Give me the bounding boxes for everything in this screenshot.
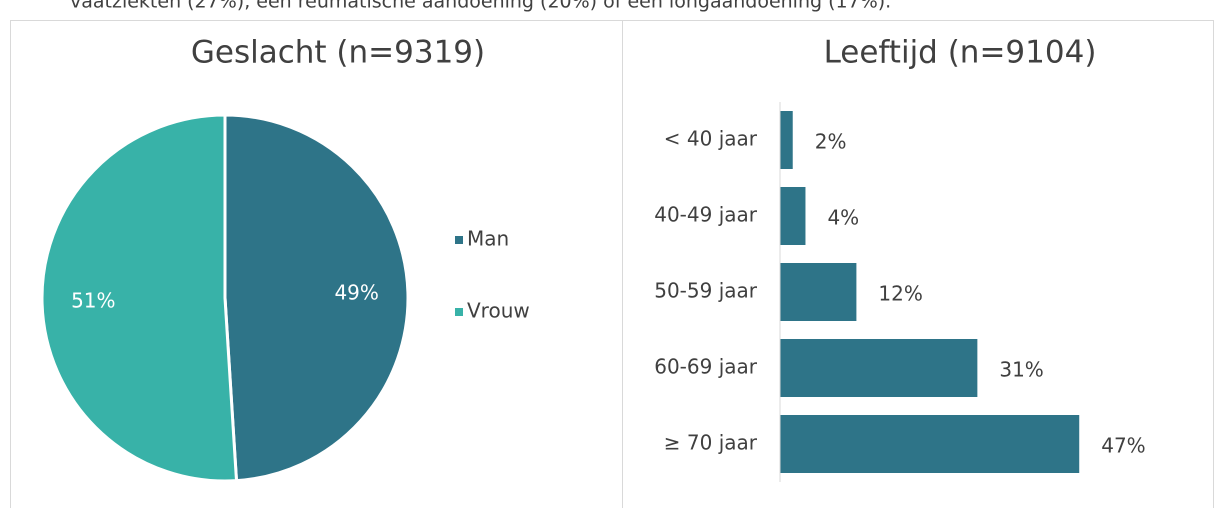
data-label: 47% [1101, 434, 1145, 458]
y-tick-label: 40-49 jaar [654, 203, 758, 227]
data-label: 31% [999, 358, 1043, 382]
data-label: 4% [827, 206, 859, 230]
intro-text: vaatziekten (27%), een reumatische aando… [70, 0, 891, 13]
data-label: 12% [878, 282, 922, 306]
data-label: 2% [815, 130, 847, 154]
data-label: 51% [71, 289, 115, 313]
bar [780, 415, 1080, 473]
legend-label: Vrouw [467, 299, 530, 323]
right-panel [622, 20, 1214, 508]
pie-slice [40, 113, 239, 483]
bar [780, 111, 793, 169]
legend-swatch [455, 308, 463, 316]
bar [780, 187, 806, 245]
chart-title: Leeftijd (n=9104) [824, 35, 1097, 71]
y-tick-label: ≥ 70 jaar [664, 431, 758, 455]
data-label: 49% [334, 280, 378, 304]
chart-title: Geslacht (n=9319) [191, 35, 485, 71]
legend-swatch [455, 236, 463, 244]
y-tick-label: 60-69 jaar [654, 355, 758, 379]
pie-slice [223, 113, 410, 483]
y-tick-label: < 40 jaar [664, 127, 758, 151]
legend-label: Man [467, 227, 509, 251]
bar [780, 339, 978, 397]
y-tick-label: 50-59 jaar [654, 279, 758, 303]
bar [780, 263, 857, 321]
